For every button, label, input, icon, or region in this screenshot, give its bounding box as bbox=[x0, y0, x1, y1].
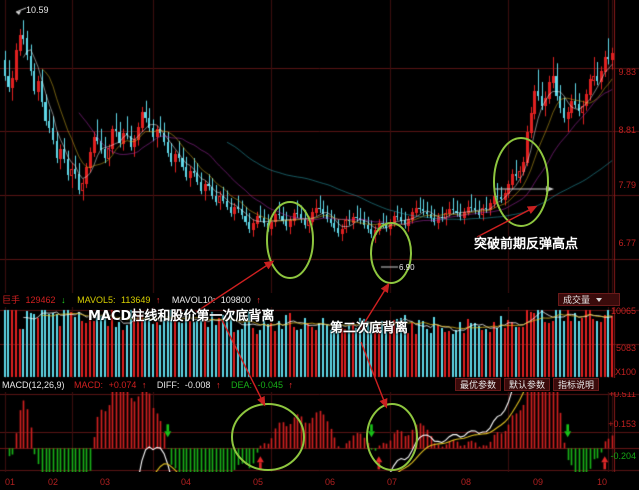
xtick-02: 02 bbox=[48, 477, 59, 487]
price-high-label: 10.59 bbox=[26, 5, 49, 15]
inline-price-label: 6.90 bbox=[399, 263, 415, 272]
optimal-params-button[interactable]: 最优参数 bbox=[455, 378, 502, 391]
macd-toolbar: 最优参数 默认参数 指标说明 bbox=[455, 378, 600, 391]
mavol10-value: 109800 bbox=[220, 295, 251, 305]
mavol10-arrow: ↑ bbox=[256, 295, 261, 305]
dea-value: -0.045 bbox=[257, 380, 284, 390]
dea-label: DEA: bbox=[230, 380, 252, 390]
volume-bars-canvas bbox=[0, 307, 639, 378]
xtick-08: 08 bbox=[461, 477, 472, 487]
volume-unit-label: X100 bbox=[614, 367, 636, 377]
macd-value: +0.074 bbox=[108, 380, 137, 390]
dea-arrow: ↑ bbox=[288, 380, 294, 390]
volume-ytick-1: 5083 bbox=[615, 343, 636, 353]
volume-ytick-0: 10065 bbox=[610, 306, 636, 316]
macd-ytick-0: +0.511 bbox=[608, 389, 636, 399]
volume-info-bar: 巨手 129462 ↓ MAVOL5: 113649 ↑ MAVOL10: 10… bbox=[0, 294, 639, 307]
volume-value: 129462 bbox=[25, 295, 56, 305]
price-ytick-0: 9.83 bbox=[618, 67, 636, 77]
macd-title: MACD(12,26,9) bbox=[2, 380, 65, 390]
mavol5-arrow: ↑ bbox=[155, 295, 161, 305]
xtick-01: 01 bbox=[5, 477, 16, 487]
mavol5-label: MAVOL5: bbox=[77, 295, 116, 305]
first-divergence-annotation: MACD柱线和股价第一次底背离 bbox=[88, 309, 275, 324]
default-params-button[interactable]: 默认参数 bbox=[504, 378, 551, 391]
chevron-down-icon[interactable] bbox=[596, 297, 603, 302]
macd-histogram-canvas bbox=[0, 392, 639, 472]
diff-label: DIFF: bbox=[156, 380, 180, 390]
indicator-help-button[interactable]: 指标说明 bbox=[553, 378, 600, 391]
diff-arrow: ↑ bbox=[215, 380, 221, 390]
xtick-09: 09 bbox=[533, 477, 544, 487]
mavol5-value: 113649 bbox=[120, 295, 151, 305]
macd-label: MACD: bbox=[74, 380, 104, 390]
volume-chart-panel[interactable] bbox=[0, 307, 639, 378]
mavol10-label: MAVOL10: bbox=[171, 295, 216, 305]
xtick-03: 03 bbox=[100, 477, 111, 487]
volume-value-arrow: ↓ bbox=[61, 295, 66, 305]
diff-value: -0.008 bbox=[184, 380, 211, 390]
price-ytick-3: 6.77 bbox=[618, 238, 636, 248]
xtick-05: 05 bbox=[253, 477, 264, 487]
indicator-dropdown-label: 成交量 bbox=[563, 295, 591, 305]
macd-arrow: ↑ bbox=[141, 380, 147, 390]
xtick-10: 10 bbox=[597, 477, 608, 487]
macd-ytick-1: +0.153 bbox=[608, 419, 636, 429]
xtick-06: 06 bbox=[325, 477, 336, 487]
indicator-dropdown-volume[interactable]: 成交量 bbox=[558, 293, 620, 306]
volume-name-label: 巨手 bbox=[2, 295, 21, 305]
xtick-04: 04 bbox=[181, 477, 192, 487]
price-ytick-1: 8.81 bbox=[618, 125, 636, 135]
macd-chart-panel[interactable] bbox=[0, 392, 639, 472]
price-ytick-2: 7.79 bbox=[618, 180, 636, 190]
second-divergence-annotation: 第二次底背离 bbox=[330, 321, 409, 336]
breakout-annotation: 突破前期反弹高点 bbox=[474, 237, 579, 252]
xtick-07: 07 bbox=[387, 477, 398, 487]
macd-ytick-2: -0.204 bbox=[610, 451, 636, 461]
